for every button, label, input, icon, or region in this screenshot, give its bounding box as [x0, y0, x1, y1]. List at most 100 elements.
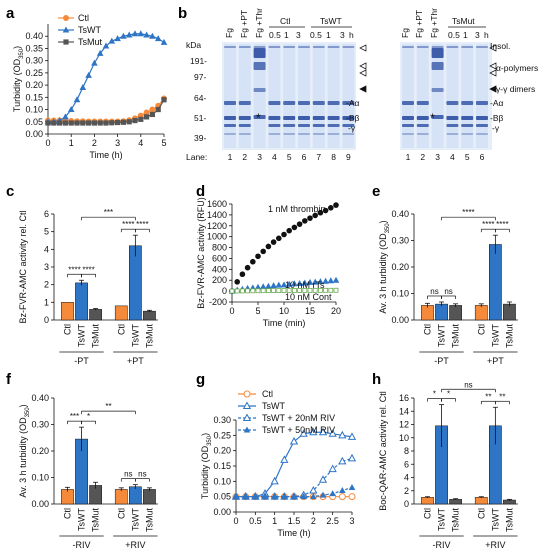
- data-point: [333, 202, 339, 208]
- gel-well: [224, 46, 236, 48]
- data-point: [103, 120, 109, 126]
- gel-lane-number: 6: [302, 152, 307, 162]
- data-point: [91, 120, 97, 126]
- category-label: TsWT: [490, 508, 500, 531]
- gel-r-top-fg: Fg: [400, 28, 410, 38]
- gel-band-beta: [327, 116, 340, 120]
- legend-label: TsWT: [78, 25, 101, 35]
- y-tick-label: 0.10: [391, 289, 409, 299]
- data-point: [265, 243, 272, 250]
- category-label: Ctl: [422, 508, 432, 519]
- gel-band-alpha: [446, 101, 459, 105]
- bar-0-1: [435, 303, 448, 321]
- x-tick-label: 2: [311, 516, 316, 526]
- group-label: +RIV: [125, 540, 145, 550]
- data-point: [286, 227, 293, 234]
- data-point: [260, 288, 266, 294]
- data-point: [319, 491, 327, 498]
- gel-marker-64: 64-: [194, 93, 206, 103]
- gel-lane: [431, 44, 444, 148]
- gel-band-beta: [476, 116, 488, 120]
- data-point: [280, 455, 289, 463]
- gel-band-low: [283, 133, 296, 135]
- gel-marker-39: 39-: [194, 133, 206, 143]
- data-point: [312, 212, 319, 219]
- gel-band-low: [342, 133, 355, 135]
- y-tick-label: 0: [222, 286, 227, 296]
- x-tick-label: 1.5: [288, 516, 301, 526]
- gel-r-time-1: 0.5: [448, 30, 460, 40]
- sig-e-3-label: ****: [482, 220, 494, 229]
- x-axis-label: Time (min): [263, 318, 306, 328]
- legend-label: TsWT + 20nM RIV: [262, 413, 335, 423]
- panel-letter-h: h: [372, 371, 381, 388]
- data-point: [271, 288, 277, 293]
- data-point: [149, 111, 155, 118]
- sig-f-5-label: ns: [138, 470, 146, 479]
- gel-band-gamma: [283, 124, 296, 127]
- gel-lane-number: 8: [331, 152, 336, 162]
- gel-band-alpha: [327, 101, 340, 105]
- y-axis-label: Av. 3 h turbidity (OD350): [18, 404, 31, 497]
- data-point: [160, 38, 168, 45]
- data-point: [125, 31, 133, 38]
- data-point: [108, 37, 116, 44]
- gel-band-beta: [283, 116, 296, 120]
- legend-label: TsMut: [78, 37, 103, 47]
- bar-0-1: [75, 282, 88, 321]
- category-label: Ctl: [476, 508, 486, 519]
- y-tick-label: 0.25: [213, 430, 231, 440]
- x-tick-label: 0: [229, 306, 234, 316]
- category-label: TsMut: [144, 324, 154, 349]
- gel-arrow-dimer: [489, 85, 497, 93]
- y-axis-label: Av. 3 h turbidity (OD350): [378, 220, 391, 313]
- data-point: [270, 239, 277, 245]
- y-tick-label: 1: [44, 297, 49, 307]
- data-point: [285, 280, 293, 287]
- gel-band-insoluble: [431, 48, 444, 58]
- data-point: [290, 493, 298, 500]
- gel-lane: [283, 44, 296, 148]
- data-point: [97, 120, 103, 126]
- data-point: [318, 475, 328, 483]
- x-tick-label: 3: [115, 138, 120, 148]
- chart-a: 0.00 0.05 0.10 0.15 0.20 0.25 0.30 0.35 0.40 0 1 2 3…: [12, 13, 168, 160]
- y-tick-label: 16: [399, 393, 409, 403]
- gel-band-alpha: [238, 101, 251, 105]
- data-point: [120, 32, 127, 39]
- data-point: [302, 288, 308, 293]
- x-tick-label: 5: [161, 138, 166, 148]
- y-tick-label: 0.30: [213, 415, 231, 425]
- sig-e-2-label: ns: [444, 287, 452, 296]
- y-tick-label: 0.05: [25, 117, 43, 127]
- data-point: [323, 287, 329, 293]
- gel-band-gamma: [446, 124, 459, 127]
- gel-top-fg: Fg: [224, 28, 234, 38]
- group-label: +RIV: [485, 540, 505, 550]
- gel-well: [253, 46, 266, 48]
- gel-lane: [327, 44, 340, 148]
- gel-band-alpha: -Aα: [346, 98, 360, 108]
- legend-label: TsWT: [262, 401, 285, 411]
- y-tick-label: 0: [44, 315, 49, 325]
- gel-lane-number: 2: [242, 152, 247, 162]
- bar-1-2: [503, 303, 516, 321]
- data-point: [154, 35, 162, 42]
- gel-lane: [461, 44, 474, 148]
- gel-well: [416, 46, 429, 48]
- gel-band-low: [298, 133, 310, 135]
- group-label: -PT: [434, 356, 449, 366]
- data-point: [328, 464, 337, 473]
- legend-marker: [63, 39, 69, 45]
- panel-letter-d: d: [196, 183, 205, 200]
- panel-letter-b: b: [178, 5, 187, 22]
- gel-right-lanes: [402, 44, 497, 148]
- series-label-rts: 10 nM rTs: [285, 280, 325, 290]
- data-point: [347, 453, 357, 462]
- legend-marker: [243, 390, 251, 398]
- gel-lane: [268, 44, 281, 148]
- y-tick-label: 4: [44, 244, 49, 254]
- data-point: [137, 30, 145, 37]
- data-point: [242, 493, 249, 500]
